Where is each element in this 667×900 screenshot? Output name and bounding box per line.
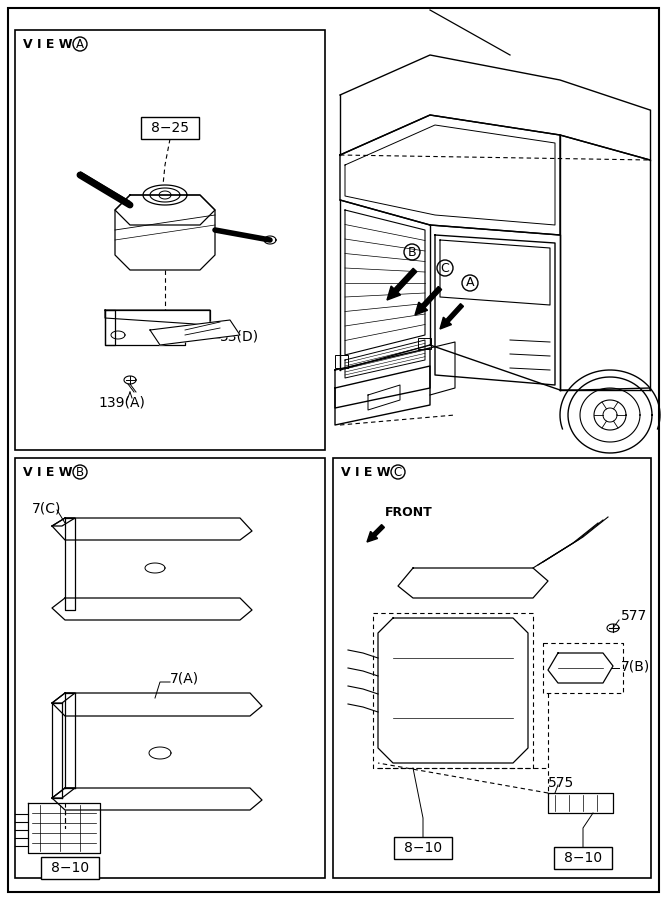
Text: 53(D): 53(D) bbox=[220, 330, 259, 344]
Text: 7(A): 7(A) bbox=[170, 671, 199, 685]
Polygon shape bbox=[52, 788, 262, 810]
Text: 8−10: 8−10 bbox=[404, 841, 442, 855]
Text: V I E W: V I E W bbox=[23, 465, 73, 479]
Polygon shape bbox=[65, 518, 75, 610]
Bar bbox=[333, 458, 651, 878]
Polygon shape bbox=[52, 518, 252, 540]
Polygon shape bbox=[52, 693, 75, 703]
FancyArrow shape bbox=[387, 268, 417, 300]
Text: 8−10: 8−10 bbox=[564, 851, 602, 865]
Bar bbox=[335, 355, 348, 368]
Polygon shape bbox=[105, 310, 115, 345]
Text: 577: 577 bbox=[621, 609, 647, 623]
FancyArrow shape bbox=[415, 286, 442, 315]
Text: 575: 575 bbox=[548, 776, 574, 790]
Text: B: B bbox=[76, 465, 84, 479]
Polygon shape bbox=[115, 195, 215, 270]
Text: A: A bbox=[466, 276, 474, 290]
Text: 7(B): 7(B) bbox=[621, 659, 650, 673]
Bar bbox=[15, 30, 325, 450]
Text: B: B bbox=[408, 246, 416, 258]
FancyArrow shape bbox=[440, 303, 464, 329]
Bar bbox=[41, 857, 99, 879]
Text: 7(C): 7(C) bbox=[32, 501, 61, 515]
Polygon shape bbox=[378, 618, 528, 763]
Polygon shape bbox=[398, 568, 548, 598]
Bar bbox=[15, 458, 325, 878]
Bar bbox=[141, 117, 199, 139]
FancyArrow shape bbox=[367, 525, 384, 542]
Text: V I E W: V I E W bbox=[23, 38, 73, 50]
Polygon shape bbox=[52, 598, 252, 620]
Text: V I E W: V I E W bbox=[341, 465, 390, 479]
Polygon shape bbox=[548, 793, 613, 813]
Bar bbox=[394, 837, 452, 859]
Polygon shape bbox=[150, 320, 240, 345]
Text: 139(A): 139(A) bbox=[98, 396, 145, 410]
Polygon shape bbox=[105, 310, 210, 345]
Polygon shape bbox=[28, 803, 100, 853]
Polygon shape bbox=[52, 788, 75, 798]
Polygon shape bbox=[52, 518, 75, 526]
Text: C: C bbox=[394, 465, 402, 479]
Text: A: A bbox=[76, 38, 84, 50]
Polygon shape bbox=[548, 653, 613, 683]
Text: C: C bbox=[441, 262, 450, 274]
Text: FRONT: FRONT bbox=[385, 507, 433, 519]
Text: 8−25: 8−25 bbox=[151, 121, 189, 135]
Polygon shape bbox=[115, 195, 215, 225]
Polygon shape bbox=[52, 693, 262, 716]
Bar bbox=[418, 338, 431, 349]
Polygon shape bbox=[105, 310, 210, 325]
Bar bbox=[554, 847, 612, 869]
Text: 8−10: 8−10 bbox=[51, 861, 89, 875]
